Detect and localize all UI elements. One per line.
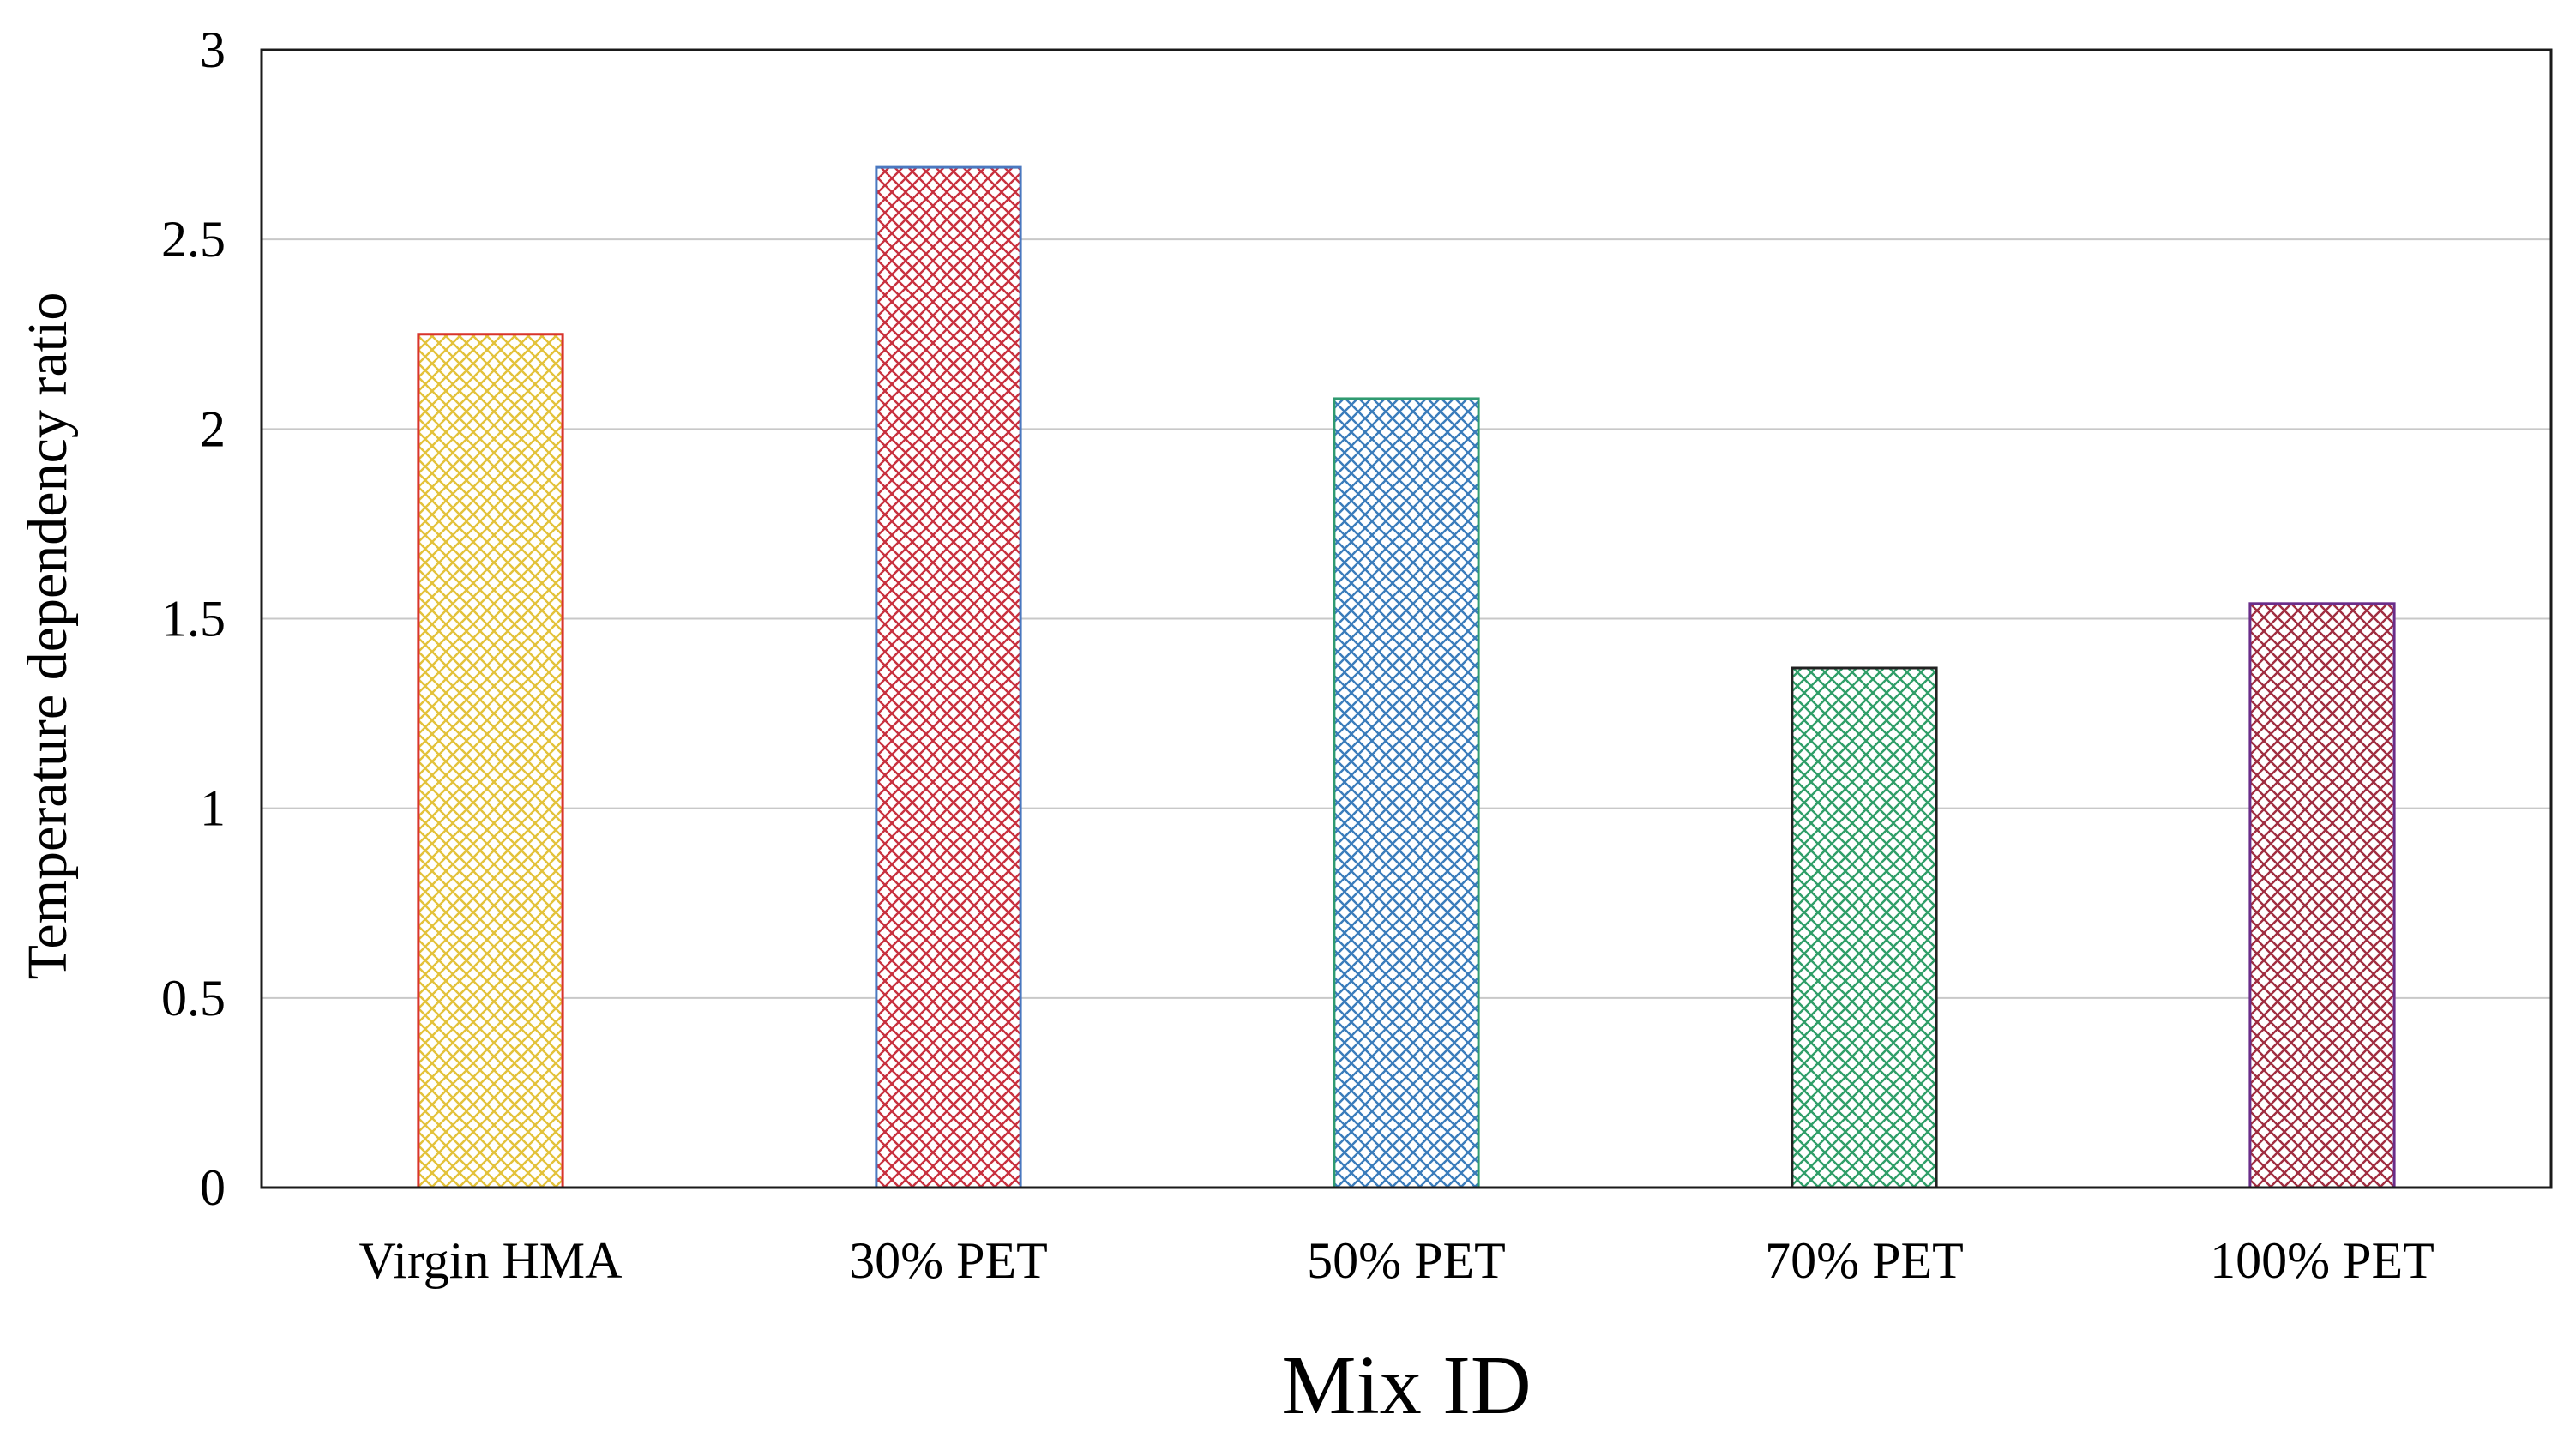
bar-50-pet (1333, 397, 1480, 1189)
x-tick-label: 50% PET (1307, 1232, 1506, 1289)
x-tick-label: Virgin HMA (359, 1232, 623, 1289)
x-tick-labels: Virgin HMA 30% PET 50% PET 70% PET 100% PET (359, 1232, 2435, 1289)
y-tick-label: 2.5 (161, 211, 226, 268)
y-tick-labels: 0 0.5 1 1.5 2 2.5 3 (161, 21, 226, 1216)
y-tick-label: 1 (200, 780, 226, 837)
bars (417, 165, 2396, 1189)
bar-virgin-hma (417, 333, 564, 1189)
y-tick-label: 2 (200, 400, 226, 457)
x-tick-label: 70% PET (1765, 1232, 1964, 1289)
bar-70-pet (1791, 666, 1938, 1189)
bar-30-pet (875, 165, 1022, 1189)
x-tick-label: 30% PET (849, 1232, 1048, 1289)
y-tick-label: 0.5 (161, 970, 226, 1026)
plot-frame (260, 48, 2553, 1189)
y-tick-label: 1.5 (161, 591, 226, 647)
y-tick-label: 0 (200, 1159, 226, 1216)
y-axis-label: Temperature dependency ratio (16, 292, 79, 980)
y-tick-label: 3 (200, 21, 226, 78)
x-axis-label: Mix ID (1281, 1339, 1531, 1432)
bar-100-pet (2248, 602, 2396, 1189)
x-tick-label: 100% PET (2210, 1232, 2435, 1289)
